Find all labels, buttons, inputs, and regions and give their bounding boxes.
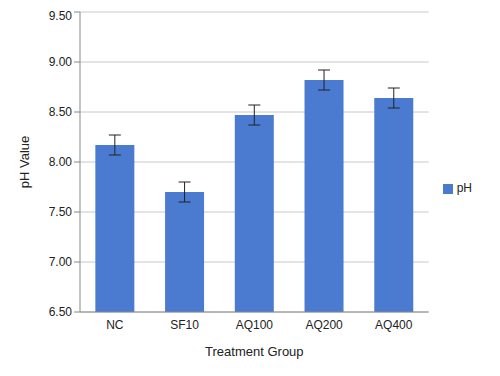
- svg-text:7.00: 7.00: [49, 255, 73, 269]
- svg-text:AQ400: AQ400: [375, 318, 413, 332]
- svg-text:9.50: 9.50: [49, 9, 73, 23]
- svg-text:SF10: SF10: [170, 318, 199, 332]
- html-text:pH: pH: [456, 181, 472, 195]
- svg-text:AQ200: AQ200: [305, 318, 343, 332]
- svg-text:pH Value: pH Value: [17, 136, 32, 189]
- svg-text:8.50: 8.50: [49, 105, 73, 119]
- svg-text:7.50: 7.50: [49, 205, 73, 219]
- svg-text:8.00: 8.00: [49, 155, 73, 169]
- svg-text:NC: NC: [106, 318, 124, 332]
- svg-text:AQ100: AQ100: [236, 318, 274, 332]
- svg-text:Treatment Group: Treatment Group: [205, 344, 304, 359]
- svg-text:6.50: 6.50: [49, 305, 73, 319]
- svg-text:9.00: 9.00: [49, 55, 73, 69]
